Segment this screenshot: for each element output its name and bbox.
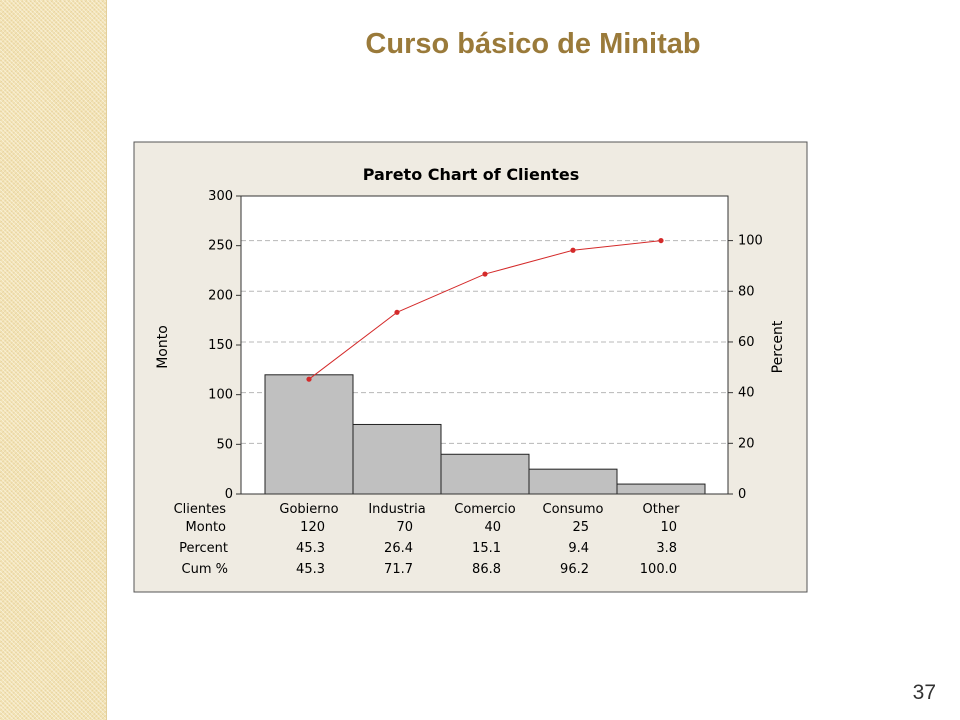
y-tick-label: 0	[225, 487, 233, 502]
y2-tick-label: 80	[738, 284, 755, 299]
table-cum-percent-value: 96.2	[560, 562, 589, 577]
table-monto-value: 120	[300, 520, 325, 535]
y2-tick-label: 0	[738, 487, 746, 502]
bar-gobierno	[264, 374, 354, 495]
bar-other	[616, 483, 706, 495]
table-percent-value: 9.4	[568, 541, 589, 556]
category-label: Consumo	[543, 502, 604, 517]
table-row-label: Cum %	[182, 562, 228, 577]
table-monto-value: 25	[572, 520, 589, 535]
cumulative-point-other	[658, 237, 664, 244]
bar-industria	[352, 423, 442, 495]
table-row-label: Percent	[179, 541, 228, 556]
cumulative-point-consumo	[570, 247, 576, 253]
category-label: Gobierno	[279, 502, 338, 517]
y-tick-label: 150	[208, 338, 233, 353]
y-tick-label: 250	[208, 239, 233, 254]
y2-tick-label: 20	[738, 436, 755, 451]
cumulative-point-industria	[394, 309, 400, 315]
category-label: Comercio	[454, 502, 516, 517]
table-percent-value: 26.4	[384, 541, 413, 556]
y-tick-label: 100	[208, 388, 233, 403]
y2-axis-label: Percent	[770, 320, 786, 373]
y2-tick-label: 60	[738, 335, 755, 350]
table-cum-percent-value: 71.7	[384, 562, 413, 577]
table-percent-value: 3.8	[656, 541, 677, 556]
table-percent-value: 15.1	[472, 541, 501, 556]
table-monto-value: 40	[484, 520, 501, 535]
table-cum-percent-value: 45.3	[296, 562, 325, 577]
table-row-label: Clientes	[174, 502, 227, 517]
y-tick-label: 50	[216, 437, 233, 452]
bar-consumo	[528, 468, 618, 495]
table-row-label: Monto	[186, 520, 227, 535]
cumulative-point-gobierno	[306, 376, 312, 382]
table-cum-percent-value: 86.8	[472, 562, 501, 577]
table-monto-value: 70	[396, 520, 413, 535]
slide-title: Curso básico de Minitab	[365, 28, 701, 60]
y-tick-label: 300	[208, 189, 233, 204]
cumulative-point-comercio	[482, 271, 488, 277]
decorative-side-band	[0, 0, 107, 720]
category-label: Industria	[368, 502, 425, 517]
table-percent-value: 45.3	[296, 541, 325, 556]
category-label: Other	[643, 502, 681, 517]
chart-title: Pareto Chart of Clientes	[363, 165, 580, 184]
y-tick-label: 200	[208, 288, 233, 303]
y2-tick-label: 40	[738, 386, 755, 401]
slide-number: 37	[912, 681, 936, 704]
table-monto-value: 10	[660, 520, 677, 535]
y-axis-label: Monto	[155, 325, 171, 369]
y2-tick-label: 100	[738, 234, 763, 249]
bar-comercio	[440, 453, 530, 495]
table-cum-percent-value: 100.0	[640, 562, 677, 577]
